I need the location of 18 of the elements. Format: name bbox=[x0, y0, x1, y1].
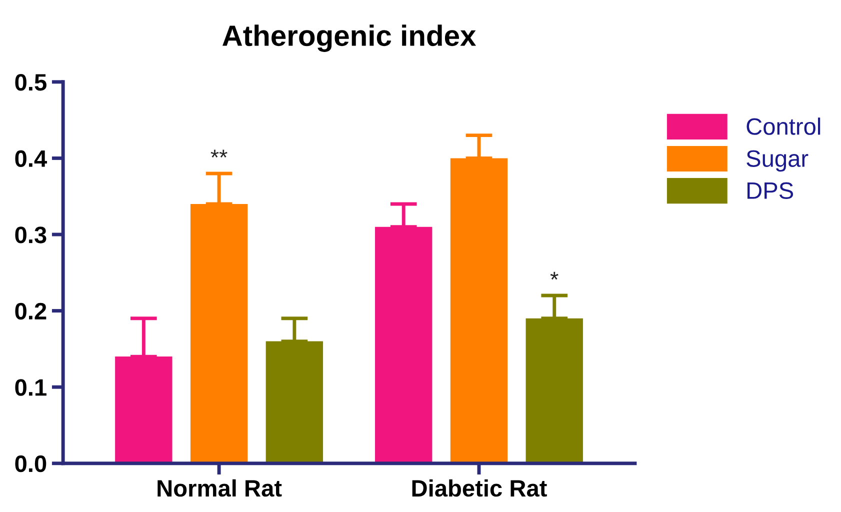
bar bbox=[526, 318, 583, 464]
y-tick-label: 0.3 bbox=[15, 226, 46, 244]
legend-label: DPS bbox=[747, 182, 794, 200]
x-tick-label: Normal Rat bbox=[158, 479, 282, 497]
bar bbox=[375, 226, 432, 464]
y-tick-label: 0.1 bbox=[15, 379, 46, 396]
y-tick-label: 0.2 bbox=[15, 302, 46, 320]
y-tick-label: 0.5 bbox=[15, 74, 46, 91]
legend-label: Control bbox=[746, 118, 820, 135]
chart-title: Atherogenic index bbox=[222, 24, 476, 52]
y-tick-label: 0.4 bbox=[15, 150, 47, 167]
data-label: * bbox=[550, 272, 558, 280]
x-tick-label: Diabetic Rat bbox=[412, 479, 547, 497]
bar bbox=[190, 204, 248, 464]
legend-label: Sugar bbox=[746, 150, 808, 172]
data-label: ** bbox=[210, 150, 228, 158]
y-tick-label: 0.0 bbox=[15, 455, 46, 472]
bar bbox=[266, 341, 324, 464]
